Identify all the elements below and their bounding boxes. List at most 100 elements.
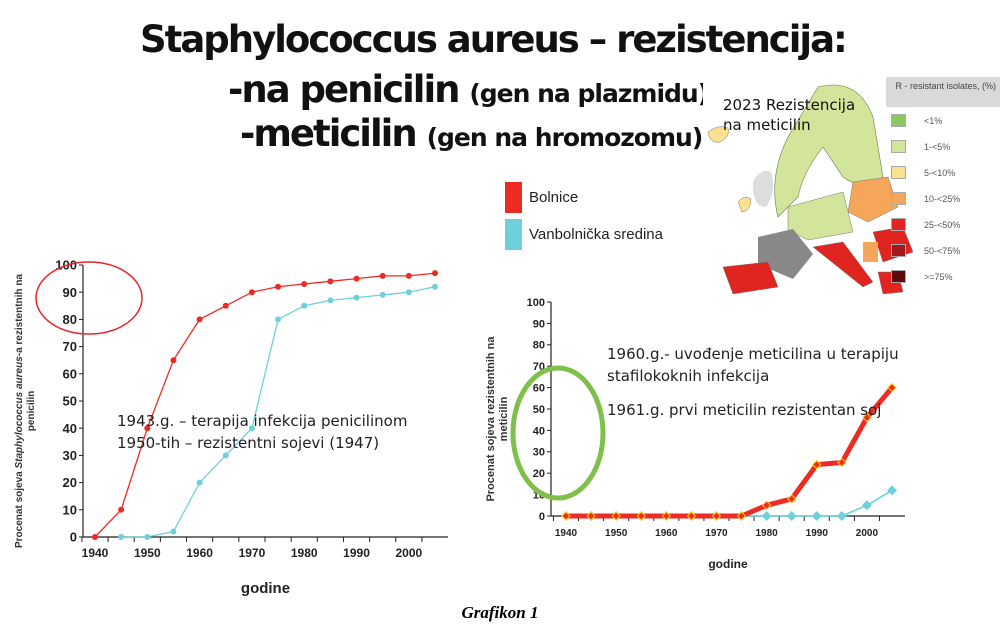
data-point	[144, 425, 151, 432]
y-tick-label: 20	[63, 475, 77, 490]
data-point	[561, 511, 571, 521]
y-tick-label: 90	[533, 318, 545, 330]
data-point	[275, 316, 282, 323]
data-point	[118, 506, 125, 513]
data-point	[611, 511, 621, 521]
data-point	[248, 289, 255, 296]
map-legend-item: 5-<10%	[891, 166, 955, 179]
note-line: 1950-tih – rezistentni sojevi (1947)	[117, 434, 380, 452]
legend-item-vanbolnicka: Vanbolnička sredina	[505, 219, 663, 250]
y-label-part: Procenat sojeva rezistentnih na	[485, 336, 497, 502]
note-line: stafilokoknih infekcija	[607, 367, 770, 385]
highlight-ellipse-green	[510, 365, 606, 501]
y-tick-label: 40	[533, 425, 545, 437]
y-label-part: meticilin	[498, 396, 510, 441]
data-point	[222, 452, 229, 459]
data-point	[92, 534, 98, 540]
x-tick-label: 2000	[856, 528, 879, 539]
y-tick-label: 90	[63, 285, 77, 300]
legend-label: Bolnice	[529, 189, 579, 206]
x-tick-label: 1940	[555, 528, 578, 539]
title-line-3: -meticilin (gen na hromozomu)	[240, 112, 704, 155]
y-axis-label: Procenat sojeva rezistentnih nameticilin	[485, 336, 510, 502]
data-point	[432, 270, 438, 277]
x-tick-label: 1980	[755, 528, 778, 539]
data-point	[836, 511, 847, 521]
data-point	[686, 511, 697, 521]
data-point	[170, 528, 177, 535]
data-point	[786, 494, 797, 504]
x-tick-label: 2000	[395, 546, 422, 560]
title-chromosome-note: (gen na hromozomu)	[426, 123, 704, 152]
map-legend-label: 25-<50%	[924, 219, 961, 230]
data-point	[327, 278, 334, 285]
x-tick-label: 1960	[186, 546, 213, 560]
map-graphic	[707, 77, 1000, 295]
data-point	[862, 412, 872, 423]
title-line-1: Staphylococcus aureus – rezistencija:	[140, 18, 848, 61]
data-point	[661, 511, 672, 521]
data-point	[379, 291, 386, 298]
data-point	[405, 289, 412, 296]
penicillin-note: 1943.g. – terapija infekcija penicilinom…	[117, 410, 407, 454]
data-point	[196, 479, 203, 486]
x-tick-label: 1960	[655, 528, 678, 539]
map-legend-label: 1-<5%	[924, 141, 951, 152]
data-point	[887, 382, 897, 393]
data-point	[837, 457, 847, 468]
data-point	[811, 511, 822, 521]
x-tick-label: 1940	[82, 546, 109, 560]
title-penicilin: -na penicilin	[228, 68, 470, 111]
map-legend-label: 50-<75%	[924, 245, 961, 256]
x-tick-label: 1950	[605, 528, 628, 539]
y-tick-label: 80	[533, 340, 545, 352]
legend-label: Vanbolnička sredina	[529, 226, 663, 243]
title-meticilin: -meticilin	[240, 112, 427, 155]
note-line: 1943.g. – terapija infekcija penicilinom	[117, 412, 408, 430]
data-point	[711, 511, 722, 521]
y-tick-label: 20	[533, 468, 545, 480]
data-point	[405, 272, 412, 279]
map-legend-label: 5-<10%	[924, 167, 956, 178]
y-tick-label: 50	[63, 394, 77, 409]
y-tick-label: 30	[533, 447, 545, 459]
y-tick-label: 60	[533, 382, 545, 394]
data-point	[222, 302, 229, 309]
figure-caption: Grafikon 1	[461, 603, 539, 622]
map-legend-item: 1-<5%	[891, 140, 950, 153]
y-tick-label: 100	[527, 297, 545, 309]
title-text: Staphylococcus aureus – rezistencija:	[140, 18, 848, 61]
y-tick-label: 60	[63, 366, 77, 381]
x-tick-label: 1990	[806, 528, 829, 539]
data-point	[118, 534, 125, 540]
y-label-part: Procenat sojeva	[14, 469, 25, 548]
map-legend-swatch	[891, 218, 906, 231]
data-point	[761, 511, 772, 521]
y-label-part: penicilin	[26, 391, 37, 432]
x-tick-label: 1990	[343, 546, 370, 560]
map-legend-swatch	[891, 140, 906, 153]
data-point	[196, 316, 203, 323]
y-tick-label: 0	[70, 530, 77, 545]
data-point	[636, 511, 646, 521]
map-legend-swatch	[891, 192, 906, 205]
x-tick-label: 1970	[705, 528, 728, 539]
series-line-vanbolnicka	[566, 489, 893, 517]
data-point	[861, 500, 872, 511]
map-legend-swatch	[891, 166, 906, 179]
data-point	[248, 425, 255, 432]
data-point	[144, 534, 151, 540]
map-legend-item: >=75%	[891, 270, 953, 283]
series-line-bolnice	[94, 272, 436, 538]
map-legend-item: 25-<50%	[891, 218, 960, 231]
data-point	[275, 283, 282, 290]
note-line: 1961.g. prvi meticilin rezistentan soj	[607, 401, 882, 419]
y-axis-label: Procenat sojeva Staphylococcus aureus-a …	[14, 274, 37, 548]
y-label-part: -a rezistentnih na	[14, 274, 25, 357]
data-point	[812, 459, 822, 470]
data-point	[301, 281, 308, 288]
methicillin-note: 1960.g.- uvođenje meticilina u terapiju …	[607, 343, 899, 421]
